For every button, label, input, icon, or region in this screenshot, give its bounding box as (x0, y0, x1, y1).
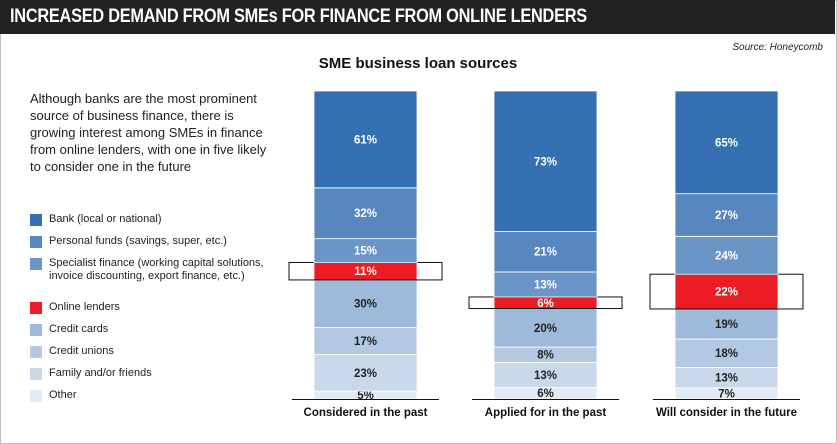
data-label: 32% (354, 208, 377, 220)
bar-considered-in-the-past: 5% 23% 17% 30% 11% 15% 32% 61% (288, 90, 443, 402)
segment-bank-local-or-national (674, 90, 779, 195)
segment-bank-local-or-national (493, 90, 598, 232)
segment-specialist-finance-working-cap (493, 271, 598, 298)
data-label: 13% (534, 370, 557, 382)
data-label: 21% (534, 247, 557, 259)
data-label: 17% (354, 336, 377, 348)
legend-swatch (30, 346, 42, 358)
data-label: 8% (537, 350, 554, 362)
legend-label: Credit cards (49, 323, 109, 335)
legend-swatch (30, 390, 42, 402)
header-banner: INCREASED DEMAND FROM SMEs FOR FINANCE F… (0, 0, 835, 34)
legend-swatch (30, 258, 42, 270)
segment-bank-local-or-national (313, 90, 418, 189)
legend-label: Online lenders (49, 301, 120, 313)
legend-label: Other (49, 389, 77, 401)
source-note: Source: Honeycomb (732, 42, 823, 53)
data-label: 15% (354, 246, 377, 258)
segment-family-and-or-friends (493, 362, 598, 388)
data-label: 23% (354, 368, 377, 380)
segment-credit-cards (493, 308, 598, 348)
legend-label: Personal funds (savings, super, etc.) (49, 235, 227, 247)
legend-swatch (30, 302, 42, 314)
data-label: 11% (354, 266, 376, 278)
segment-personal-funds-savings-super-e (313, 187, 418, 240)
data-label: 73% (534, 156, 557, 168)
data-label: 30% (354, 299, 377, 311)
data-label: 20% (534, 323, 557, 335)
segment-online-lenders (674, 273, 779, 310)
data-label: 24% (715, 250, 738, 262)
data-label: 5% (357, 390, 374, 402)
chart-description: Although banks are the most prominent so… (30, 91, 267, 174)
data-label: 13% (534, 279, 557, 291)
segment-credit-unions (674, 338, 779, 368)
data-label: 19% (715, 319, 738, 331)
data-label: 6% (537, 298, 554, 310)
bar-will-consider-in-the-future: 7% 13% 18% 19% 22% 24% 27% 65% (649, 90, 804, 400)
data-label: 13% (715, 373, 738, 385)
category-label: Applied for in the past (485, 407, 607, 419)
legend-label: Bank (local or national) (49, 213, 162, 225)
segment-personal-funds-savings-super-e (674, 193, 779, 237)
legend-swatch (30, 214, 42, 226)
segment-credit-cards (313, 279, 418, 328)
banner-title: INCREASED DEMAND FROM SMEs FOR FINANCE F… (10, 6, 587, 27)
legend-label: Specialist finance (working capital solu… (49, 257, 264, 282)
data-label: 22% (715, 287, 738, 299)
legend-swatch (30, 368, 42, 380)
data-label: 27% (715, 210, 738, 222)
data-label: 7% (718, 388, 735, 400)
chart-title: SME business loan sources (318, 55, 518, 72)
data-label: 61% (354, 134, 377, 146)
category-label: Considered in the past (304, 407, 428, 419)
category-label: Will consider in the future (656, 407, 797, 419)
bar-applied-for-in-the-past: 6% 13% 8% 20% 6% 13% 21% 73% (468, 90, 623, 400)
legend-swatch (30, 236, 42, 248)
legend-label: Family and/or friends (49, 367, 152, 379)
segment-family-and-or-friends (313, 354, 418, 392)
legend-label: Credit unions (49, 345, 114, 357)
data-label: 65% (715, 137, 738, 149)
data-label: 18% (715, 348, 738, 360)
data-label: 6% (537, 388, 554, 400)
legend-swatch (30, 324, 42, 336)
segment-personal-funds-savings-super-e (493, 231, 598, 273)
